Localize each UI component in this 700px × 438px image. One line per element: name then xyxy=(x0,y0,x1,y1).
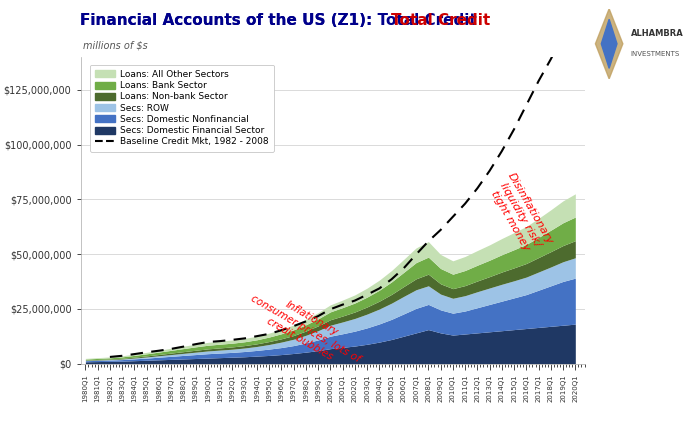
Polygon shape xyxy=(601,19,617,68)
Text: Total Credit: Total Credit xyxy=(391,13,490,28)
Text: Financial Accounts of the US (Z1):: Financial Accounts of the US (Z1): xyxy=(80,13,378,28)
Polygon shape xyxy=(596,9,623,79)
Text: INVESTMENTS: INVESTMENTS xyxy=(631,51,680,57)
Text: Inflationary
consumer prices, lots of
credit bubbles: Inflationary consumer prices, lots of cr… xyxy=(244,283,368,374)
Text: millions of $s: millions of $s xyxy=(83,41,148,51)
Text: ALHAMBRA: ALHAMBRA xyxy=(631,29,683,38)
Text: Disinflationary
liquidity risk/
tight money: Disinflationary liquidity risk/ tight mo… xyxy=(486,171,555,258)
Legend: Loans: All Other Sectors, Loans: Bank Sector, Loans: Non-bank Sector, Secs: ROW,: Loans: All Other Sectors, Loans: Bank Se… xyxy=(90,64,274,152)
Text: Financial Accounts of the US (Z1): Total Credit: Financial Accounts of the US (Z1): Total… xyxy=(80,13,477,28)
